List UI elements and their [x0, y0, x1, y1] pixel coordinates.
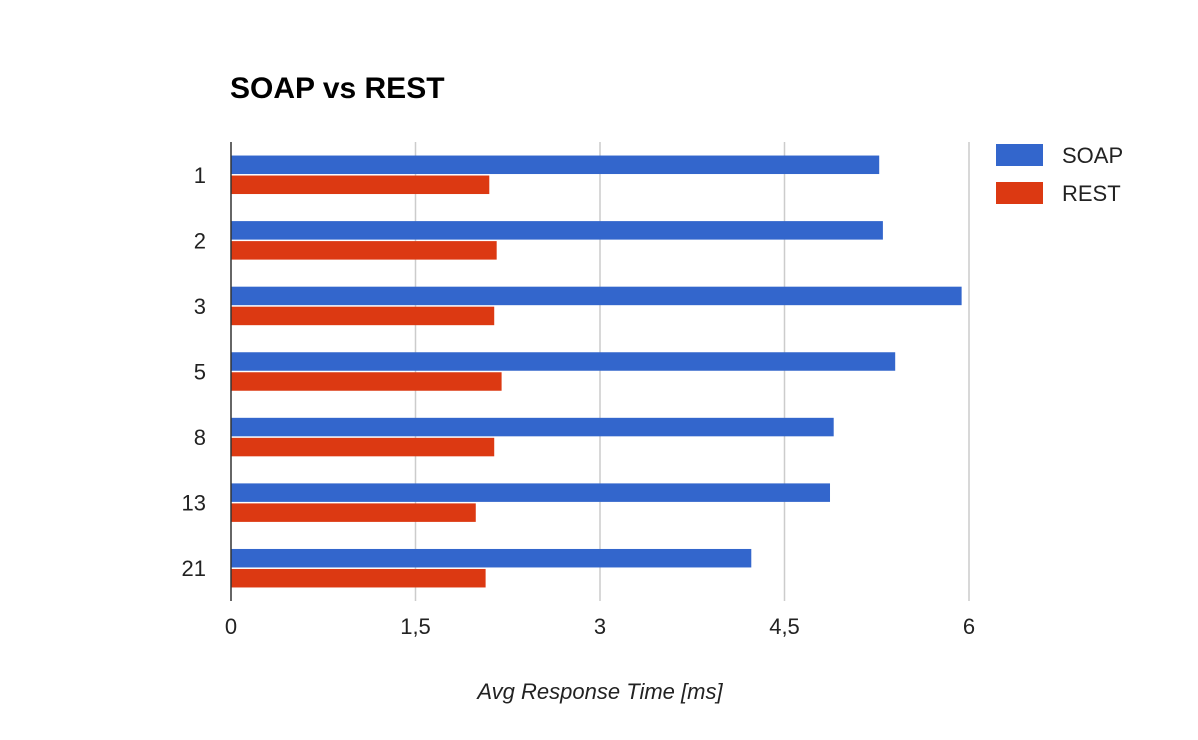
legend: SOAP REST	[996, 143, 1123, 206]
bar-soap-5	[231, 352, 896, 371]
y-tick-label: 1	[194, 163, 206, 188]
x-tick-label: 0	[225, 614, 237, 639]
bars-group	[231, 155, 962, 588]
bar-soap-2	[231, 221, 883, 240]
chart-title: SOAP vs REST	[230, 72, 445, 105]
x-tick-label: 4,5	[769, 614, 800, 639]
x-tick-labels: 0 1,5 3 4,5 6	[225, 614, 975, 639]
bar-soap-3	[231, 286, 962, 306]
legend-label-rest: REST	[1062, 181, 1121, 206]
y-tick-labels: 1 2 3 5 8 13 21	[182, 163, 206, 581]
bar-soap-1	[231, 155, 880, 175]
bar-rest-3	[231, 306, 495, 326]
x-tick-label: 6	[963, 614, 975, 639]
y-tick-label: 2	[194, 228, 206, 253]
legend-swatch-soap	[996, 144, 1043, 166]
x-tick-label: 3	[594, 614, 606, 639]
x-tick-label: 1,5	[400, 614, 431, 639]
legend-swatch-rest	[996, 182, 1043, 204]
bar-rest-1	[231, 175, 490, 195]
y-tick-label: 3	[194, 294, 206, 319]
bar-rest-5	[231, 372, 502, 391]
bar-rest-13	[231, 503, 476, 522]
x-axis-label: Avg Response Time [ms]	[475, 679, 723, 704]
bar-soap-21	[231, 548, 752, 568]
bar-rest-21	[231, 568, 486, 588]
y-tick-label: 8	[194, 425, 206, 450]
bar-soap-8	[231, 417, 834, 437]
y-tick-label: 21	[182, 556, 206, 581]
bar-rest-2	[231, 241, 497, 260]
bar-soap-13	[231, 483, 831, 502]
bar-rest-8	[231, 437, 495, 457]
grid-lines	[414, 142, 970, 601]
legend-label-soap: SOAP	[1062, 143, 1123, 168]
y-tick-label: 5	[194, 360, 206, 385]
y-tick-label: 13	[182, 491, 206, 516]
